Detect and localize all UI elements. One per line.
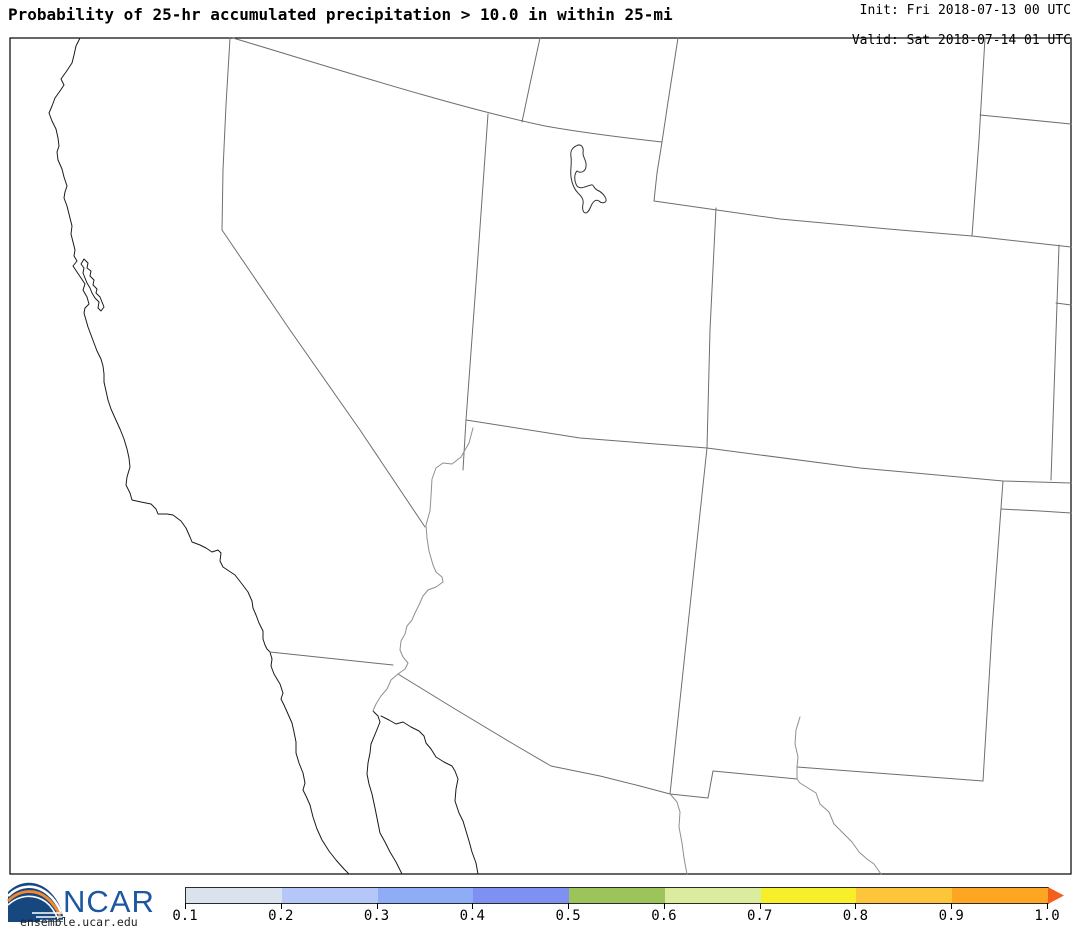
colorbar-tick-label: 0.4 <box>459 908 485 924</box>
colorbar-tick-label: 0.5 <box>555 908 581 924</box>
state-borders <box>221 37 1072 799</box>
colorbar-tick-label: 0.1 <box>172 908 198 924</box>
newmexico-bootheel <box>669 770 798 799</box>
baja-gulf-coast <box>366 710 403 875</box>
great-salt-lake <box>570 144 607 214</box>
utah-colorado-border <box>706 207 717 449</box>
valid-time: Valid: Sat 2018-07-14 01 UTC <box>851 33 1071 48</box>
parallel-43n <box>979 114 1072 125</box>
colorbar <box>185 887 1049 904</box>
colorbar-tick-label: 0.7 <box>747 908 773 924</box>
map-frame <box>9 37 1072 875</box>
wyoming-south-border-41n <box>653 200 1072 248</box>
coastlines <box>48 37 479 875</box>
colorbar-tick <box>472 903 474 909</box>
colorbar-tick <box>280 903 282 909</box>
wyoming-west-border <box>653 37 679 202</box>
colorbar-segment <box>952 888 1049 903</box>
colorbar-tick <box>376 903 378 909</box>
california-nevada-border <box>221 37 426 528</box>
newmexico-texas-border-103w <box>982 480 1004 782</box>
colorbar-tick <box>1047 903 1048 909</box>
wyoming-east-border <box>971 37 986 237</box>
init-valid-times: Init: Fri 2018-07-13 00 UTC Valid: Sat 2… <box>852 3 1071 48</box>
colorbar-tick <box>663 903 665 909</box>
lakes <box>570 144 607 214</box>
arizona-newmexico-border <box>669 447 708 795</box>
colorbar-segment <box>377 888 474 903</box>
mexico-river <box>670 794 688 875</box>
colorbar-tick <box>951 903 953 909</box>
colorbar-segment <box>186 888 282 903</box>
arizona-mexico-border <box>397 673 671 795</box>
site-url: ensemble.ucar.edu <box>20 915 138 929</box>
colorbar-tick <box>568 903 570 909</box>
colorbar-tick-label: 1.0 <box>1034 908 1060 924</box>
colorbar-segment <box>281 888 378 903</box>
rio-grande <box>794 716 882 875</box>
colorado-river <box>397 427 474 675</box>
init-time: Init: Fri 2018-07-13 00 UTC <box>859 3 1071 18</box>
oregon-idaho-border <box>521 37 541 123</box>
ncar-logo <box>7 882 63 922</box>
california-coastline <box>48 37 271 653</box>
sf-bay <box>80 258 105 312</box>
parallel-37n <box>465 419 1072 484</box>
colorbar-segment <box>473 888 570 903</box>
texas-oklahoma-border <box>1000 508 1072 514</box>
colorbar-segment <box>664 888 761 903</box>
colorbar-tick <box>185 903 186 909</box>
nevada-arizona-border <box>462 419 467 471</box>
rivers <box>372 427 882 875</box>
colorbar-tick-label: 0.6 <box>651 908 677 924</box>
colorbar-segment <box>856 888 953 903</box>
sonora-gulf-coast <box>380 715 479 875</box>
colorbar-tick <box>759 903 761 909</box>
colorbar-tick-label: 0.2 <box>268 908 294 924</box>
parallel-40n <box>1055 302 1072 306</box>
parallel-42n <box>232 37 663 143</box>
ncar-swoosh-icon <box>7 882 63 922</box>
nevada-utah-border <box>465 113 489 421</box>
colorbar-segment <box>760 888 857 903</box>
colorbar-tick-label: 0.8 <box>842 908 869 924</box>
baja-pacific-coast <box>269 651 350 875</box>
colorbar-tick <box>855 903 857 909</box>
ncar-wordmark: NCAR <box>63 884 155 919</box>
colorado-east-border <box>1050 244 1060 481</box>
newmexico-texas-border-32n <box>796 766 984 782</box>
colorbar-segment <box>569 888 665 903</box>
colorbar-tick-label: 0.3 <box>363 908 390 924</box>
plot-title: Probability of 25-hr accumulated precipi… <box>8 5 673 24</box>
california-mexico-border <box>269 651 394 666</box>
colorbar-tick-label: 0.9 <box>938 908 964 924</box>
colorado-river-delta <box>372 673 399 712</box>
